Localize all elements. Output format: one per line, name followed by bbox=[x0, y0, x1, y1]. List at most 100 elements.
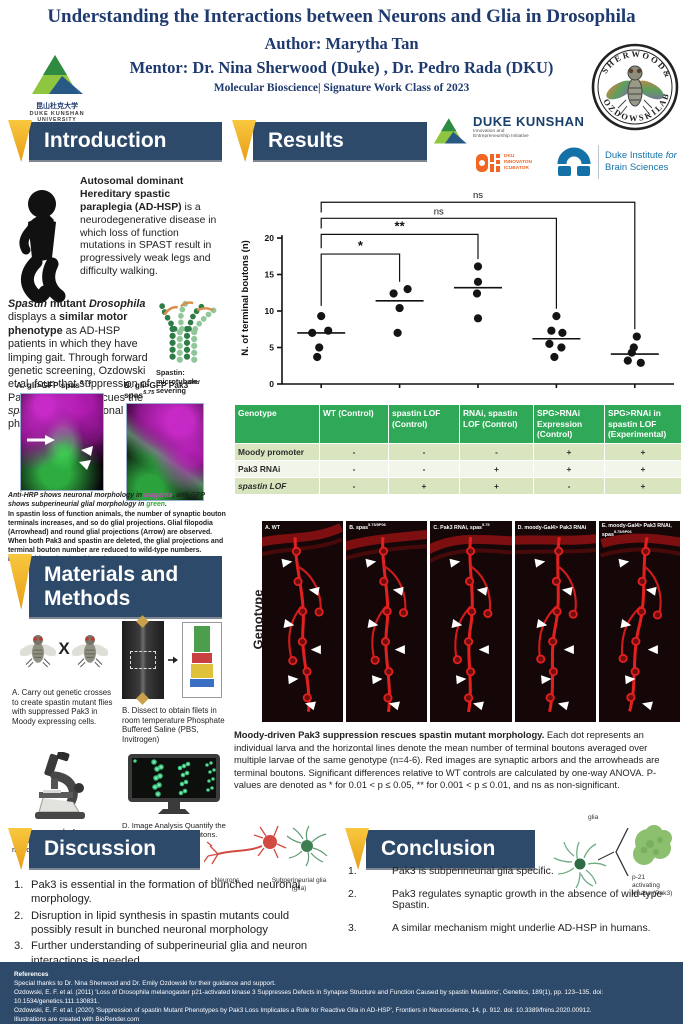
results-caption: Moody-driven Pak3 suppression rescues sp… bbox=[234, 729, 682, 792]
dibs-brain-icon bbox=[557, 147, 591, 176]
table-row: spastin LOF - + + - + bbox=[234, 476, 682, 495]
dhi-text: DKU INNOVATON ICUBATOR bbox=[504, 153, 532, 172]
svg-text:5: 5 bbox=[269, 343, 274, 353]
microtubule-figure: Spastin: microtubule severing bbox=[150, 298, 226, 432]
reference-line: Ozdowski, E. F. et al. (2020) 'Suppressi… bbox=[14, 1007, 592, 1015]
microscopy-panel: E. moody-Gal4> Pak3 RNAi, spas5.75/5P06 bbox=[598, 521, 681, 722]
svg-text:15: 15 bbox=[265, 270, 275, 280]
col-header: RNAi, spastin LOF (Control) bbox=[459, 404, 534, 444]
methods-header: Materials and Methods bbox=[8, 554, 222, 618]
dku-cn-name: 昆山杜克大学 bbox=[36, 103, 78, 110]
monitor-icon bbox=[128, 753, 220, 814]
synaptic-arbor-image bbox=[430, 534, 512, 713]
dku-triangle-icon bbox=[32, 55, 83, 94]
microscope-figure bbox=[12, 751, 116, 823]
microscopy-panel: B. spas5.75/5P06 bbox=[346, 521, 428, 722]
segment-map bbox=[182, 622, 222, 698]
header: Understanding the Interactions between N… bbox=[0, 6, 683, 94]
neurons-label: Neurons bbox=[214, 877, 240, 884]
pin-icon bbox=[136, 615, 149, 628]
list-item: 3. A similar mechanism might underlie AD-… bbox=[348, 923, 651, 934]
references-footer: References Special thanks to Dr. Nina Sh… bbox=[0, 962, 683, 1024]
svg-text:20: 20 bbox=[265, 233, 275, 243]
glia-label: glia bbox=[588, 814, 599, 821]
col-header: SPG>RNAi in spastin LOF (Experimental) bbox=[604, 404, 682, 444]
microtubule-severing-icon bbox=[158, 298, 218, 366]
method-b: B. Dissect to obtain filets in room temp… bbox=[122, 615, 226, 745]
mentor-line: Mentor: Dr. Nina Sherwood (Duke) , Dr. P… bbox=[129, 58, 554, 77]
panel-label: D. moody-Gal4> Pak3 RNAi bbox=[517, 524, 587, 531]
col-header: Genotype bbox=[234, 404, 320, 444]
panel-label: C. Pak3 RNAi, spas5.75 bbox=[433, 522, 490, 531]
fig-a-label: A. gli>GFP spas5.75 bbox=[16, 380, 92, 390]
neurons-figure: Neurons Subperineurial glia (glia) bbox=[203, 820, 330, 893]
pak3-label: p-21 activating kinase (Pak3) bbox=[632, 874, 673, 898]
dku-triangle-icon bbox=[433, 118, 467, 144]
p2-seg: mutant bbox=[47, 298, 89, 310]
intro-figure-caption: Anti-HRP shows neuronal morphology in ma… bbox=[8, 492, 226, 565]
panel-label: E. moody-Gal4> Pak3 RNAi, spas5.75/5P06 bbox=[601, 523, 672, 538]
synaptic-arbor-image bbox=[514, 532, 596, 713]
list-item: 1. Pak3 is essential in the formation of … bbox=[14, 879, 301, 906]
dibs-logo: Duke Institute for Brain Sciences bbox=[556, 144, 677, 180]
method-d: D. Image Analysis Quantify the number of… bbox=[122, 751, 226, 855]
svg-text:N. of terminal boutons (n): N. of terminal boutons (n) bbox=[240, 240, 251, 356]
results-caption-bold: Moody-driven Pak3 suppression rescues sp… bbox=[234, 729, 545, 740]
iei-sub2: Entrepreneurship Initiative bbox=[473, 134, 529, 139]
svg-text:**: ** bbox=[395, 218, 406, 233]
microscopy-panel: C. Pak3 RNAi, spas5.75 bbox=[430, 521, 512, 722]
program-line: Molecular Bioscience| Signature Work Cla… bbox=[213, 82, 470, 94]
svg-text:10: 10 bbox=[265, 306, 275, 316]
method-a: X A. Carry out genetic crosses to create… bbox=[12, 620, 116, 745]
map-red-block bbox=[192, 653, 212, 663]
caption-body: In spastin loss of function animals, the… bbox=[8, 510, 226, 555]
p2-seg: Spastin bbox=[8, 298, 47, 310]
boutons-scatter-chart: 0 5 10 15 20 * ** ns ns N. of terminal boutons (n… bbox=[236, 168, 682, 404]
p2-seg: displays a bbox=[8, 311, 60, 324]
conclusion-list: 1. Pak3 is subperineurial glia specific. … bbox=[348, 866, 680, 946]
introduction-header: Introduction bbox=[8, 120, 222, 162]
microscopy-panel: D. moody-Gal4> Pak3 RNAi bbox=[514, 521, 596, 722]
svg-text:*: * bbox=[358, 238, 364, 253]
map-green-block bbox=[194, 626, 210, 652]
dku-name-1: DUKE KUNSHAN bbox=[29, 111, 85, 117]
cross-x-symbol: X bbox=[58, 639, 70, 658]
fluorescence-figure-a: A. gli>GFP spas5.75 bbox=[16, 380, 110, 501]
roi-box bbox=[130, 651, 156, 669]
reference-line: Ozdowski, E. F. et al. (2011) 'Loss of D… bbox=[14, 989, 604, 1006]
pin-icon bbox=[136, 692, 149, 705]
fig-b-label: B. gli>GFP Pak3Df/d spas5.75 bbox=[124, 380, 200, 400]
results-title: Results bbox=[253, 122, 427, 160]
methods-grid: X A. Carry out genetic crosses to create… bbox=[12, 615, 226, 855]
dhi-icon bbox=[476, 154, 500, 172]
synaptic-arbor-image bbox=[262, 523, 344, 712]
synaptic-arbor-image bbox=[346, 529, 428, 713]
conclusion-title: Conclusion bbox=[366, 830, 535, 868]
dissection-figure bbox=[122, 615, 226, 705]
glia-pak3-icon bbox=[553, 825, 672, 889]
fluorescence-figure-b: B. gli>GFP Pak3Df/d spas5.75 bbox=[124, 380, 218, 501]
discussion-list: 1. Pak3 is essential in the formation of … bbox=[14, 878, 330, 970]
sherwood-ozdowski-lab-logo: S H E R W O O D & O Z D O W S K I L A B bbox=[590, 40, 680, 137]
dku-name-2: UNIVERSITY bbox=[37, 117, 77, 123]
seated-person-icon bbox=[19, 190, 66, 304]
fluorescence-image-a bbox=[20, 393, 104, 491]
introduction-title: Introduction bbox=[29, 122, 222, 160]
dku-university-logo: 昆山杜克大学 DUKE KUNSHAN UNIVERSITY bbox=[28, 50, 86, 123]
arrow-right-icon bbox=[168, 656, 178, 664]
dku-incubator-logo: DKU INNOVATON ICUBATOR bbox=[476, 152, 532, 174]
reference-line: Special thanks to Dr. Nina Sherwood and … bbox=[14, 980, 276, 988]
poster-title: Understanding the Interactions between N… bbox=[47, 6, 636, 27]
fly-icon bbox=[71, 634, 108, 668]
col-header: spastin LOF (Control) bbox=[388, 404, 460, 444]
table-row: Moody promoter -- - + + bbox=[234, 442, 682, 461]
microtubule-caption: Spastin: microtubule severing bbox=[156, 368, 198, 395]
fly-cross-figure: X bbox=[12, 620, 116, 678]
intro-p1-bold: Autosomal dominant Hereditary spastic pa… bbox=[80, 176, 184, 213]
fly-icon bbox=[20, 634, 57, 668]
image-analysis-figure bbox=[122, 751, 226, 817]
panel-label: B. spas5.75/5P06 bbox=[349, 522, 386, 531]
fig-a-annotations bbox=[27, 435, 93, 470]
reference-line: Illustrations are created with BioRender… bbox=[14, 1016, 140, 1024]
